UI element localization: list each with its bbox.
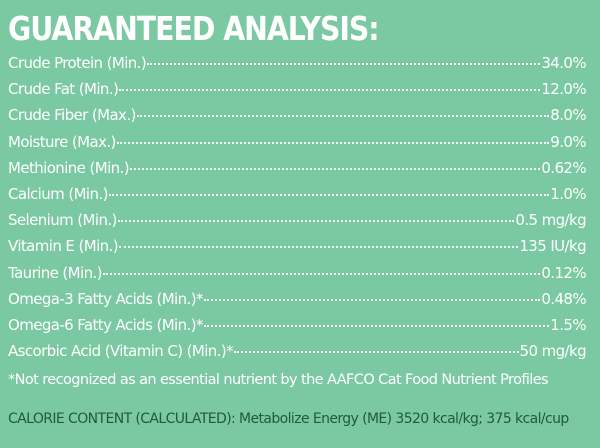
nutrient-value: 135 IU/kg — [519, 237, 586, 256]
nutrient-row: Moisture (Max.) 9.0% — [8, 132, 587, 159]
nutrient-row: Omega-6 Fatty Acids (Min.)* 1.5% — [8, 315, 587, 342]
dot-leader — [118, 246, 519, 249]
nutrient-list: Crude Protein (Min.) 34.0% Crude Fat (Mi… — [8, 54, 587, 368]
dot-leader — [147, 63, 541, 65]
dot-leader — [119, 89, 541, 92]
nutrient-value: 12.0% — [541, 80, 586, 99]
nutrient-value: 0.48% — [541, 289, 586, 308]
nutrient-value: 1.5% — [550, 315, 586, 334]
nutrient-value: 34.0% — [541, 54, 586, 72]
nutrient-value: 50 mg/kg — [519, 342, 587, 361]
nutrient-label: Crude Protein (Min.) — [8, 54, 147, 72]
dot-leader — [117, 220, 515, 223]
nutrient-label: Crude Fiber (Max.) — [8, 106, 136, 125]
dot-leader — [108, 193, 550, 196]
nutrient-value: 0.12% — [541, 263, 586, 282]
nutrient-label: Omega-6 Fatty Acids (Min.)* — [8, 315, 203, 334]
dot-leader — [116, 141, 550, 144]
nutrient-value: 0.5 mg/kg — [515, 211, 586, 230]
nutrient-value: 0.62% — [541, 158, 586, 177]
nutrient-row: Crude Protein (Min.) 34.0% — [8, 54, 587, 80]
nutrient-row: Taurine (Min.) 0.12% — [8, 263, 587, 290]
nutrient-value: 1.0% — [550, 184, 586, 203]
panel-heading: GUARANTEED ANALYSIS: — [8, 9, 380, 48]
dot-leader — [129, 167, 541, 170]
dot-leader — [102, 272, 541, 275]
nutrient-row: Ascorbic Acid (Vitamin C) (Min.)* 50 mg/… — [8, 342, 587, 368]
nutrient-row: Vitamin E (Min.) 135 IU/kg — [8, 237, 587, 263]
nutrient-label: Crude Fat (Min.) — [8, 80, 119, 99]
nutrient-value: 8.0% — [550, 106, 586, 125]
aafco-footnote: *Not recognized as an essential nutrient… — [8, 372, 549, 389]
nutrient-value: 9.0% — [550, 132, 586, 151]
nutrient-row: Omega-3 Fatty Acids (Min.)* 0.48% — [8, 289, 587, 316]
nutrient-label: Taurine (Min.) — [8, 263, 103, 282]
dot-leader — [203, 324, 550, 327]
nutrient-row: Crude Fiber (Max.) 8.0% — [8, 106, 587, 132]
dot-leader — [136, 115, 550, 118]
nutrient-row: Calcium (Min.) 1.0% — [8, 184, 587, 211]
nutrient-row: Selenium (Min.) 0.5 mg/kg — [8, 211, 587, 237]
dot-leader — [234, 351, 519, 354]
nutrient-label: Methionine (Min.) — [8, 158, 130, 177]
dot-leader — [203, 298, 541, 301]
nutrient-label: Selenium (Min.) — [8, 211, 117, 230]
nutrient-label: Calcium (Min.) — [8, 184, 108, 203]
nutrient-label: Ascorbic Acid (Vitamin C) (Min.)* — [8, 342, 234, 361]
nutrient-label: Omega-3 Fatty Acids (Min.)* — [8, 289, 203, 308]
nutrient-label: Vitamin E (Min.) — [8, 237, 119, 256]
nutrient-label: Moisture (Max.) — [8, 132, 116, 151]
nutrient-row: Crude Fat (Min.) 12.0% — [8, 80, 587, 106]
nutrient-row: Methionine (Min.) 0.62% — [8, 158, 587, 185]
calorie-content: CALORIE CONTENT (CALCULATED): Metabolize… — [8, 411, 569, 427]
